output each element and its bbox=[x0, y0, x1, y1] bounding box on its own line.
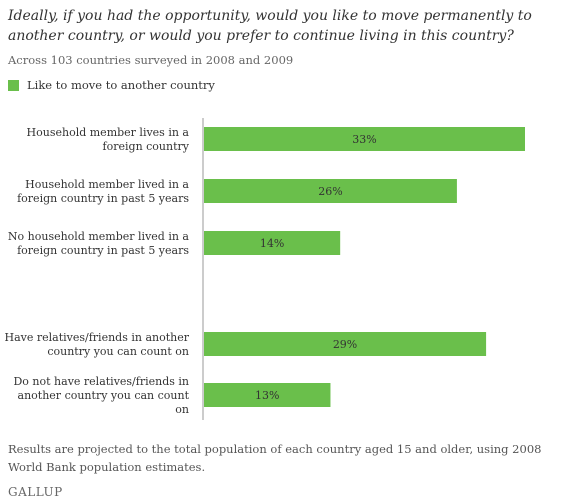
category-label: Household member lived in a foreign count… bbox=[17, 178, 189, 205]
category-label: Household member lives in a foreign count… bbox=[27, 126, 190, 153]
legend: Like to move to another country bbox=[8, 78, 215, 92]
bar-value-label: 26% bbox=[318, 185, 342, 198]
chart-subtitle: Across 103 countries surveyed in 2008 an… bbox=[8, 53, 294, 67]
legend-swatch bbox=[8, 79, 19, 91]
legend-label: Like to move to another country bbox=[27, 78, 215, 92]
bar-chart: Household member lives in a foreign count… bbox=[5, 118, 525, 420]
bar bbox=[204, 231, 341, 255]
category-label: No household member lived in a foreign co… bbox=[8, 230, 190, 257]
bar-value-label: 33% bbox=[352, 133, 376, 146]
footnote: Results are projected to the total popul… bbox=[8, 442, 542, 474]
bar bbox=[204, 127, 525, 151]
bar bbox=[204, 179, 457, 203]
bar-value-label: 29% bbox=[333, 338, 357, 351]
bar-value-label: 14% bbox=[260, 237, 284, 250]
bar-value-label: 13% bbox=[255, 389, 279, 402]
gallup-logo: GALLUP bbox=[8, 485, 63, 499]
chart-title: Ideally, if you had the opportunity, wou… bbox=[8, 8, 532, 44]
category-label: Have relatives/friends in another country… bbox=[5, 331, 190, 358]
bar bbox=[204, 383, 331, 407]
bar bbox=[204, 332, 487, 356]
category-label: Do not have relatives/friends in another … bbox=[13, 375, 189, 416]
